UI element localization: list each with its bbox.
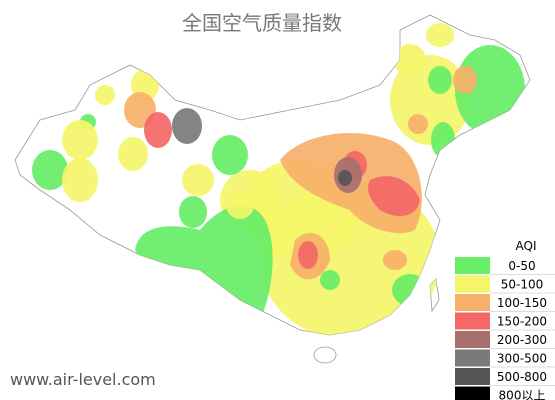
aqi-blob bbox=[179, 196, 207, 228]
legend-label: 150-200 bbox=[497, 315, 547, 329]
legend-swatch bbox=[455, 368, 490, 385]
aqi-blob bbox=[428, 66, 452, 94]
aqi-blob bbox=[368, 176, 420, 217]
aqi-blob bbox=[182, 164, 214, 196]
aqi-blob bbox=[426, 23, 454, 47]
legend-swatch bbox=[455, 275, 490, 293]
legend-swatch bbox=[455, 294, 490, 311]
aqi-blob bbox=[118, 137, 148, 171]
aqi-blob bbox=[212, 135, 248, 175]
aqi-blob bbox=[431, 122, 455, 158]
legend-label: 0-50 bbox=[508, 259, 535, 273]
aqi-blob bbox=[408, 114, 428, 134]
legend-label: 300-500 bbox=[497, 352, 547, 366]
legend-label: 200-300 bbox=[497, 333, 547, 347]
legend-swatch bbox=[455, 386, 490, 400]
aqi-blob bbox=[32, 150, 68, 190]
aqi-blob bbox=[95, 85, 115, 105]
legend-swatch bbox=[455, 349, 490, 367]
legend-label: 50-100 bbox=[501, 278, 544, 292]
aqi-blob bbox=[144, 112, 172, 148]
legend-swatch bbox=[455, 331, 490, 348]
legend-swatch bbox=[455, 257, 490, 274]
aqi-blob bbox=[392, 274, 428, 306]
legend-title: AQI bbox=[516, 239, 537, 253]
legend-label: 100-150 bbox=[497, 296, 547, 310]
aqi-blob bbox=[320, 270, 340, 290]
aqi-blob bbox=[338, 170, 352, 186]
aqi-blob bbox=[298, 241, 318, 269]
aqi-blob bbox=[172, 108, 202, 144]
legend-label: 800以上 bbox=[499, 389, 546, 400]
aqi-blob bbox=[383, 250, 407, 270]
aqi-blob bbox=[394, 44, 426, 76]
aqi-blob bbox=[226, 191, 254, 219]
legend-label: 500-800 bbox=[497, 370, 547, 384]
map-title: 全国空气质量指数 bbox=[182, 11, 342, 35]
aqi-blob bbox=[135, 205, 273, 320]
legend: AQI 0-50 50-100 100-150 150-200 200-300 300-5… bbox=[455, 237, 555, 400]
legend-swatch bbox=[455, 312, 490, 330]
aqi-blob bbox=[62, 120, 98, 160]
aqi-blob bbox=[453, 66, 477, 94]
watermark: www.air-level.com bbox=[10, 370, 156, 389]
aqi-blobs bbox=[32, 23, 525, 340]
aqi-blob bbox=[62, 158, 98, 202]
